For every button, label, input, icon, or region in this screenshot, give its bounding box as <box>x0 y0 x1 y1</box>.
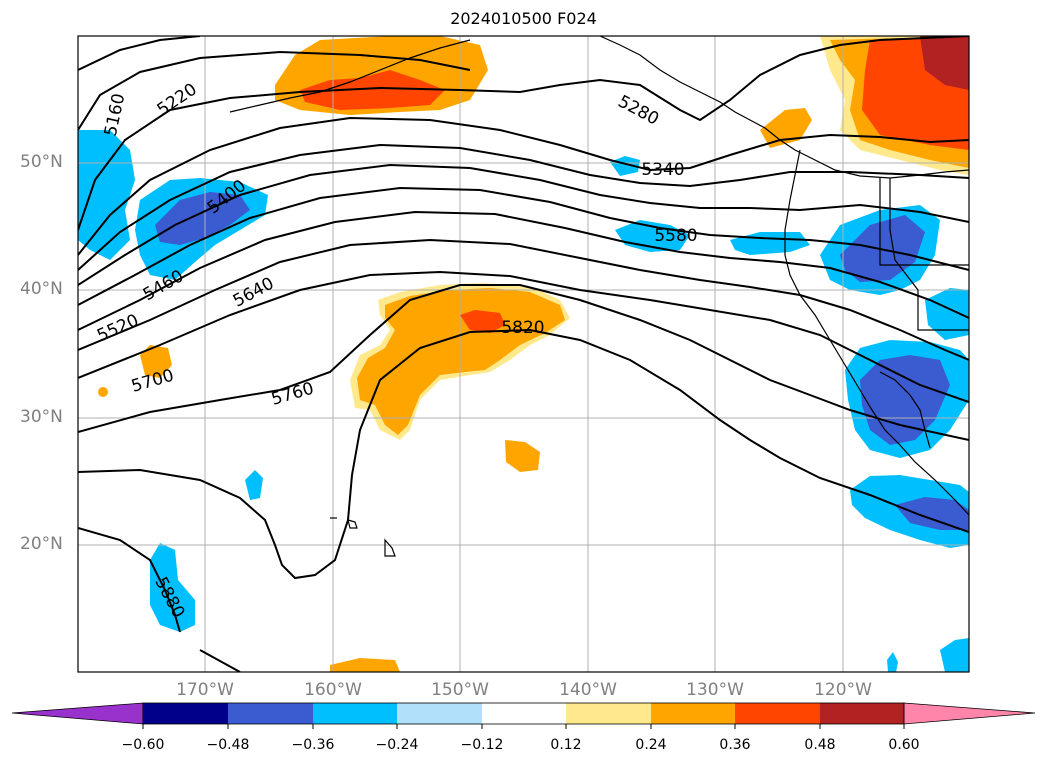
map-frame <box>77 35 970 673</box>
colorbar-tick-label: −0.48 <box>206 737 250 753</box>
colorbar-tick-label: 0.48 <box>804 737 836 753</box>
contour-label: 5700 <box>129 366 176 397</box>
contour-label: 5280 <box>615 92 663 130</box>
colorbar-segment <box>11 702 144 725</box>
contour-label: 5580 <box>654 226 697 246</box>
lon-label: 170°W <box>176 680 234 700</box>
map-title: 2024010500 F024 <box>450 9 597 28</box>
lon-label: 150°W <box>431 680 489 700</box>
colorbar-tick-label: 0.24 <box>635 737 667 753</box>
colorbar-segment <box>820 703 904 724</box>
graticule <box>78 36 969 672</box>
colorbar-tick-label: 0.60 <box>888 737 920 753</box>
colorbar-tick-label: −0.12 <box>460 737 504 753</box>
colorbar-segment <box>903 702 1036 725</box>
lat-label: 30°N <box>20 407 63 427</box>
colorbar-tick-label: −0.36 <box>291 737 335 753</box>
colorbar-segment <box>482 703 566 724</box>
colorbar <box>11 702 1036 729</box>
contour-label: 5760 <box>269 379 316 410</box>
colorbar-segment <box>397 703 482 724</box>
colorbar-tick-label: 0.12 <box>550 737 582 753</box>
colorbar-segment <box>228 703 313 724</box>
lon-label: 130°W <box>686 680 744 700</box>
colorbar-tick-label: −0.24 <box>375 737 419 753</box>
coastlines <box>229 36 969 557</box>
colorbar-tick-label: 0.36 <box>719 737 751 753</box>
lat-label: 40°N <box>20 279 63 299</box>
colorbar-segment <box>143 703 228 724</box>
height-contours <box>78 36 969 672</box>
shaded-fields <box>78 36 969 672</box>
lon-label: 140°W <box>559 680 617 700</box>
lon-label: 120°W <box>814 680 872 700</box>
lon-label: 160°W <box>304 680 362 700</box>
lat-label: 50°N <box>20 152 63 172</box>
colorbar-segment <box>651 703 735 724</box>
colorbar-segment <box>313 703 397 724</box>
colorbar-segment <box>566 703 651 724</box>
contour-label: 5520 <box>94 310 142 346</box>
colorbar-tick-label: −0.60 <box>121 737 165 753</box>
contour-label: 5340 <box>641 160 684 180</box>
contour-label: 5220 <box>154 79 201 120</box>
lat-label: 20°N <box>20 534 63 554</box>
contour-label: 5820 <box>501 318 544 338</box>
colorbar-segment <box>735 703 820 724</box>
